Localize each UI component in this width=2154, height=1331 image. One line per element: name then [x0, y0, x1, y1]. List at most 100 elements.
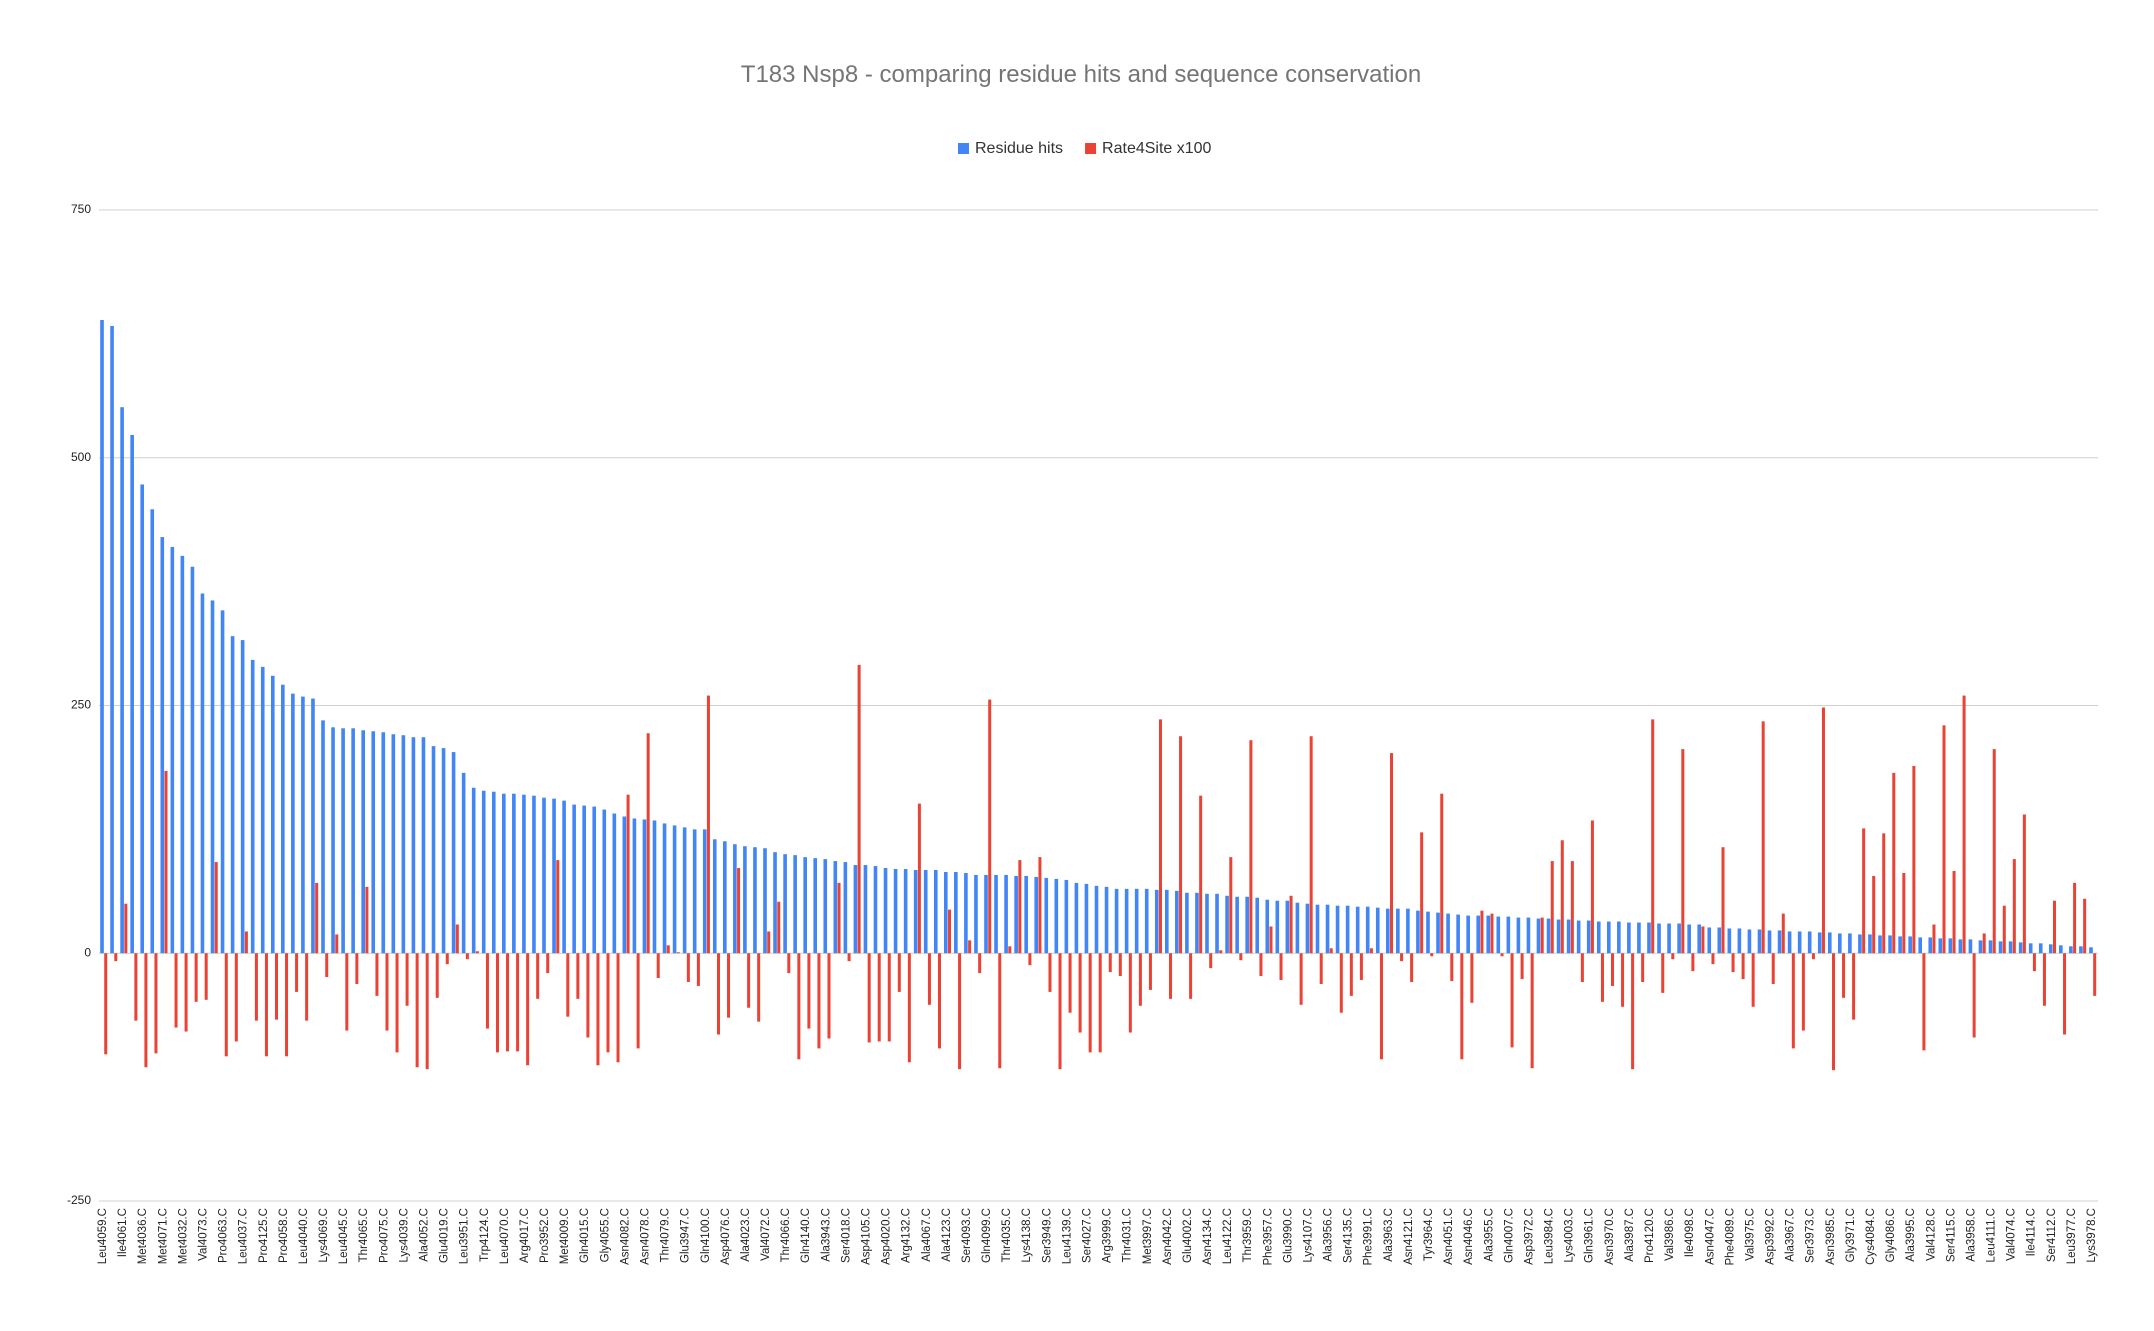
bar: [642, 819, 647, 954]
bar: [1747, 929, 1752, 954]
bar: [1892, 772, 1896, 954]
x-tick-label: Ala3956.C: [1323, 1208, 1335, 1262]
bar: [2042, 953, 2046, 1006]
bar: [733, 844, 737, 954]
bar: [1279, 953, 1283, 981]
bar: [1219, 950, 1223, 954]
bar: [807, 953, 811, 1029]
bar: [1787, 931, 1792, 954]
bar: [512, 793, 516, 954]
x-tick-label: Glu3990.C: [1282, 1208, 1294, 1263]
bar: [1365, 906, 1370, 954]
bar: [1858, 934, 1862, 954]
bar: [1586, 920, 1591, 954]
bar: [582, 805, 586, 954]
bar: [1078, 953, 1082, 1033]
bar: [1651, 719, 1655, 954]
y-tick-label: 750: [71, 202, 91, 216]
bar: [1580, 953, 1584, 982]
x-tick-label: Ile4061.C: [117, 1208, 129, 1257]
bar: [1285, 900, 1290, 954]
bar: [1225, 895, 1229, 954]
bar: [1817, 932, 1822, 954]
bar: [1239, 953, 1243, 961]
x-tick-label: Thr4079.C: [660, 1208, 672, 1262]
bar: [1416, 910, 1420, 954]
bar: [1315, 904, 1320, 954]
x-tick-label: Met4009.C: [559, 1208, 571, 1264]
bar: [321, 720, 325, 954]
bar: [1014, 875, 1018, 954]
bar: [1385, 908, 1390, 954]
bar: [274, 953, 279, 1020]
bar: [1908, 936, 1912, 954]
bar: [817, 953, 821, 1049]
x-tick-label: Ala4067.C: [921, 1208, 933, 1262]
bar: [355, 953, 359, 984]
bar: [1400, 953, 1404, 962]
x-tick-label: Leu3951.C: [459, 1208, 471, 1264]
bar: [341, 728, 345, 954]
bar: [230, 636, 235, 954]
x-tick-label: Phe4089.C: [1724, 1208, 1736, 1266]
bar: [958, 953, 962, 1070]
bar: [793, 855, 797, 954]
bar: [1144, 888, 1149, 954]
bar: [596, 953, 600, 1066]
bar: [1992, 749, 1996, 954]
bar: [696, 953, 700, 986]
bar: [1048, 953, 1052, 992]
y-tick-label: 500: [71, 450, 91, 464]
bar: [1998, 941, 2003, 954]
x-tick-label: Thr4066.C: [780, 1208, 792, 1262]
bar: [1968, 939, 1973, 954]
bar: [1275, 900, 1280, 954]
bar: [1450, 953, 1454, 981]
bar: [475, 951, 479, 954]
x-tick-label: Ala3963.C: [1383, 1208, 1395, 1262]
bar: [676, 952, 680, 954]
bar: [1781, 913, 1785, 954]
bar: [937, 953, 941, 1049]
bar: [1657, 923, 1661, 954]
bar: [1958, 939, 1963, 954]
bar: [1972, 953, 1976, 1038]
bar: [1510, 953, 1514, 1048]
bar: [1647, 922, 1651, 954]
x-tick-label: Asn3970.C: [1604, 1208, 1616, 1265]
x-tick-label: Ala3943.C: [820, 1208, 832, 1262]
bar: [2002, 905, 2006, 954]
bar: [1024, 875, 1028, 954]
bar: [1359, 953, 1363, 981]
bar: [897, 953, 901, 992]
x-tick-label: Ala3958.C: [1965, 1208, 1977, 1262]
bar: [1827, 932, 1832, 954]
x-tick-label: Gln4007.C: [1503, 1208, 1515, 1263]
bar: [813, 858, 818, 954]
bar: [2059, 945, 2063, 954]
bar: [1195, 892, 1199, 954]
bar: [2093, 953, 2097, 996]
bar: [1852, 953, 1856, 1020]
bar: [1456, 914, 1460, 954]
x-tick-label: Tyr3964.C: [1423, 1208, 1435, 1261]
bar: [542, 797, 546, 954]
bar: [295, 953, 299, 992]
bar: [204, 953, 208, 1000]
bar: [401, 735, 406, 954]
bar: [1838, 933, 1842, 954]
bar: [2052, 900, 2057, 954]
x-tick-label: Leu4045.C: [338, 1208, 350, 1264]
bar: [666, 945, 670, 954]
bar: [1516, 917, 1521, 954]
bar: [1600, 953, 1604, 1002]
legend: Residue hits Rate4Site x100: [958, 140, 1212, 157]
bar: [144, 953, 148, 1068]
x-tick-label: Lys3978.C: [2086, 1208, 2098, 1263]
legend-label: Residue hits: [975, 140, 1063, 157]
bar: [1751, 953, 1755, 1007]
bar: [723, 841, 727, 954]
chart-title: T183 Nsp8 - comparing residue hits and s…: [741, 61, 1421, 88]
bar: [1440, 793, 1444, 954]
bar: [1530, 953, 1534, 1069]
